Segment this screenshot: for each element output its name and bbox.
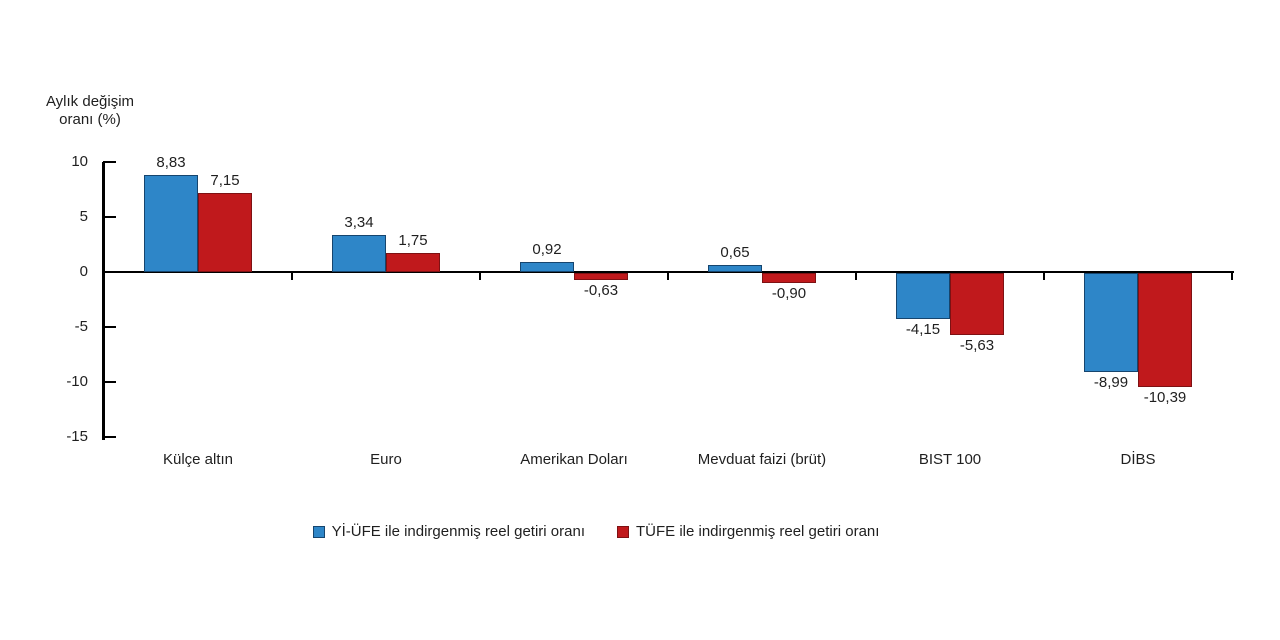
y-tick [103, 216, 116, 218]
x-tick [855, 272, 857, 280]
legend-swatch-red-icon [617, 526, 629, 538]
y-tick-label: -5 [74, 318, 88, 335]
bar-red [762, 273, 816, 283]
x-tick [479, 272, 481, 280]
y-axis-title: Aylık değişim oranı (%) [20, 93, 160, 129]
x-tick [667, 272, 669, 280]
value-label: 8,83 [156, 154, 186, 171]
legend-item-yiufe: Yİ-ÜFE ile indirgenmiş reel getiri oranı [312, 523, 585, 541]
value-label: 1,75 [398, 232, 428, 249]
y-tick-label: -10 [66, 373, 88, 390]
legend-label-yiufe: Yİ-ÜFE ile indirgenmiş reel getiri oranı [331, 523, 585, 540]
y-axis-line [102, 162, 105, 440]
bar-red [1138, 273, 1192, 387]
y-axis-title-line-2: oranı (%) [59, 111, 121, 128]
bar-red [386, 253, 440, 272]
y-tick-label: 5 [79, 208, 88, 225]
category-label: Külçe altın [162, 451, 234, 468]
y-tick-label: 0 [79, 263, 88, 280]
value-label: 7,15 [210, 172, 240, 189]
bar-red [950, 273, 1004, 335]
y-tick [103, 381, 116, 383]
value-label: 3,34 [344, 214, 374, 231]
legend-item-tufe: TÜFE ile indirgenmiş reel getiri oranı [617, 523, 879, 541]
bar-blue [896, 273, 950, 319]
y-axis-title-line-1: Aylık değişim [45, 93, 135, 110]
bar-blue [1084, 273, 1138, 372]
bar-red [198, 193, 252, 272]
y-tick [103, 326, 116, 328]
bar-red [574, 273, 628, 280]
value-label: -8,99 [1093, 374, 1129, 391]
legend: Yİ-ÜFE ile indirgenmiş reel getiri oranı… [0, 523, 1192, 541]
value-label: -4,15 [905, 321, 941, 338]
value-label: 0,92 [532, 241, 562, 258]
category-label: Amerikan Doları [520, 451, 628, 468]
y-tick [103, 436, 116, 438]
x-tick [1043, 272, 1045, 280]
x-tick [1231, 272, 1233, 280]
value-label: -0,90 [771, 285, 807, 302]
category-label: BIST 100 [918, 451, 982, 468]
legend-swatch-blue-icon [312, 526, 325, 538]
value-label: -10,39 [1143, 389, 1187, 406]
value-label: -0,63 [583, 282, 619, 299]
category-label: Euro [370, 451, 402, 468]
y-tick-label: -15 [66, 428, 88, 445]
bar-blue [520, 262, 574, 272]
bar-blue [144, 175, 198, 272]
value-label: -5,63 [959, 337, 995, 354]
y-tick-label: 10 [71, 153, 88, 170]
bar-blue [332, 235, 386, 272]
legend-label-tufe: TÜFE ile indirgenmiş reel getiri oranı [636, 523, 880, 540]
y-tick [103, 161, 116, 163]
category-label: DİBS [1120, 451, 1156, 468]
value-label: 0,65 [720, 244, 750, 261]
category-label: Mevduat faizi (brüt) [697, 451, 827, 468]
bar-blue [708, 265, 762, 272]
x-tick [291, 272, 293, 280]
